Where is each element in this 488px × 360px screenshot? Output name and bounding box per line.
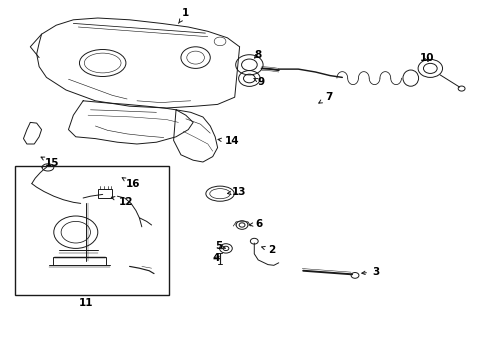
Text: 1: 1 [178, 8, 189, 23]
Text: 10: 10 [419, 53, 433, 63]
Bar [15, 166, 168, 295]
Text: 3: 3 [361, 267, 378, 277]
Bar [98, 189, 112, 198]
Text: 6: 6 [249, 219, 262, 229]
Text: 5: 5 [215, 241, 225, 251]
Text: 8: 8 [254, 50, 261, 60]
Text: 9: 9 [254, 77, 264, 87]
Text: 7: 7 [318, 92, 332, 103]
Text: 16: 16 [122, 178, 140, 189]
Text: 14: 14 [218, 136, 239, 146]
Text: 13: 13 [227, 186, 245, 197]
Text: 12: 12 [111, 197, 133, 207]
Text: 15: 15 [41, 157, 60, 168]
Text: 2: 2 [261, 245, 274, 255]
Text: 4: 4 [212, 253, 220, 264]
Text: 11: 11 [78, 298, 93, 309]
